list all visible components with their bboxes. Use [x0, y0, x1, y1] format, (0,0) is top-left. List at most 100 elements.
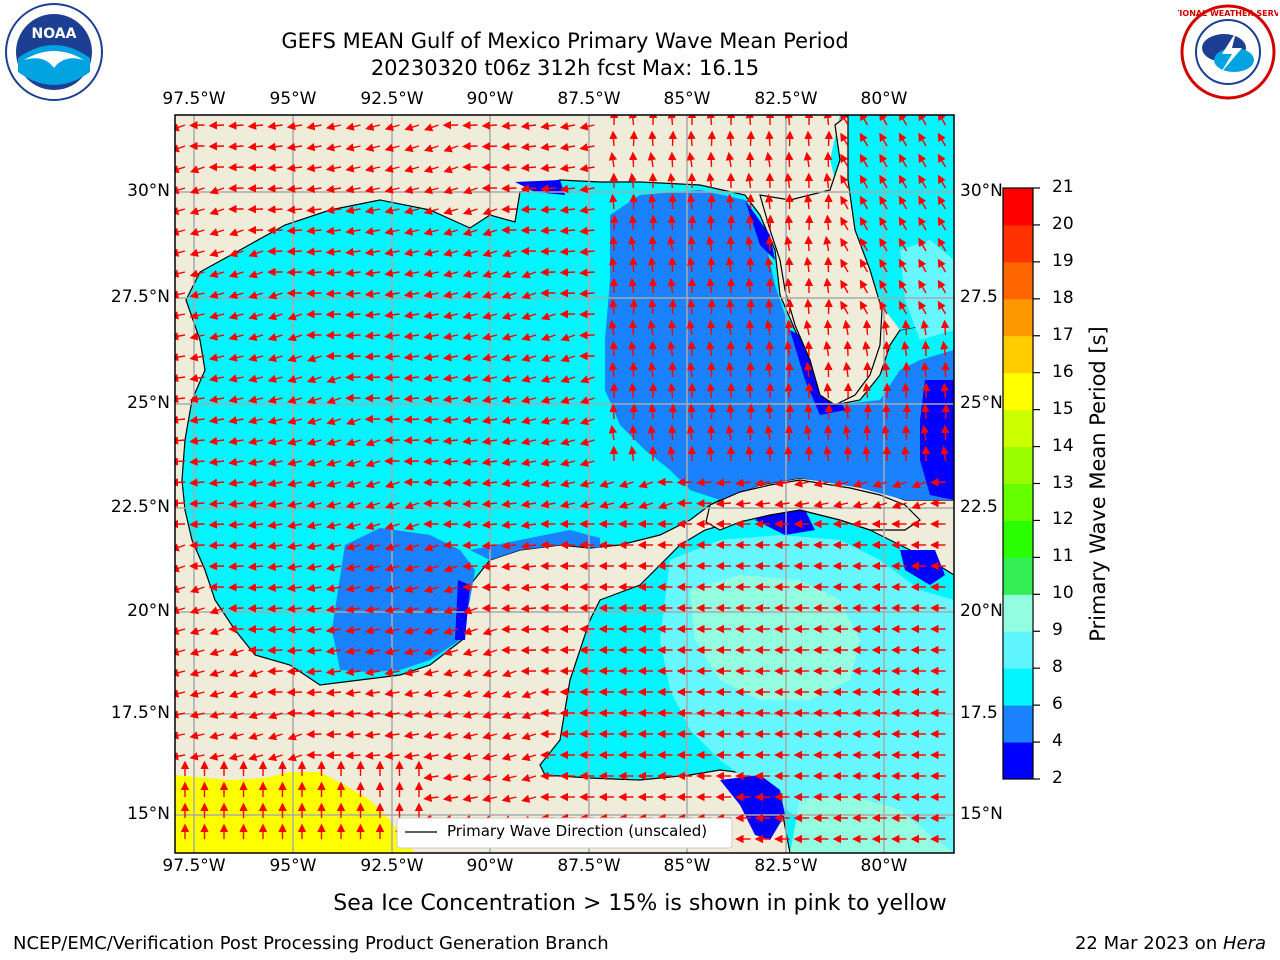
wave-arrow — [345, 289, 361, 298]
wave-arrow — [442, 311, 459, 320]
wave-arrow — [482, 249, 498, 258]
wave-arrow — [423, 144, 439, 153]
svg-text:NOAA: NOAA — [32, 26, 77, 42]
wave-arrow — [286, 205, 303, 214]
wave-arrow — [384, 352, 400, 361]
wave-arrow — [668, 424, 677, 441]
wave-arrow — [423, 605, 439, 615]
wave-arrow — [901, 382, 911, 399]
wave-arrow — [209, 669, 225, 678]
wave-arrow — [579, 143, 595, 152]
wave-arrow — [189, 499, 205, 508]
wave-arrow — [209, 710, 225, 719]
wave-arrow — [403, 394, 420, 403]
wave-arrow — [267, 479, 283, 488]
wave-arrow — [209, 648, 225, 657]
wave-arrow — [803, 361, 813, 378]
wave-arrow — [306, 184, 322, 194]
wave-arrow — [937, 237, 947, 252]
wave-arrow — [228, 353, 244, 362]
wave-arrow — [267, 753, 283, 762]
plot-title-line1: GEFS MEAN Gulf of Mexico Primary Wave Me… — [281, 29, 849, 53]
wave-arrow — [764, 361, 774, 378]
wave-arrow — [403, 373, 420, 382]
wave-arrow — [267, 226, 283, 235]
wave-arrow — [189, 311, 205, 320]
wave-arrow — [423, 668, 439, 677]
wave-arrow — [267, 333, 283, 342]
branch-credit: NCEP/EMC/Verification Post Processing Pr… — [13, 933, 609, 954]
wave-arrow — [189, 394, 205, 404]
wave-arrow — [559, 122, 576, 131]
wave-arrow — [628, 445, 637, 462]
wave-arrow — [345, 143, 361, 152]
wave-arrow — [540, 163, 556, 172]
wave-arrow — [443, 248, 459, 257]
wave-arrow — [833, 500, 849, 509]
wave-arrow — [326, 375, 342, 384]
wave-arrow — [306, 226, 322, 235]
wave-arrow — [286, 688, 303, 697]
wave-arrow — [443, 564, 459, 573]
wave-arrow — [706, 115, 716, 126]
wave-arrow — [579, 226, 595, 235]
wave-arrow — [823, 277, 832, 294]
wave-arrow — [404, 543, 420, 552]
wave-arrow — [404, 564, 420, 573]
wave-arrow — [726, 235, 735, 252]
wave-arrow — [286, 247, 303, 256]
wave-arrow — [879, 216, 888, 231]
colorbar-band — [1003, 520, 1033, 558]
colorbar-tick-label: 12 — [1052, 509, 1074, 530]
colorbar-band — [1003, 335, 1033, 374]
wave-arrow — [286, 121, 303, 131]
wave-arrow — [228, 520, 244, 529]
wave-arrow — [325, 709, 342, 718]
wave-arrow — [442, 520, 459, 529]
wave-arrow — [345, 247, 361, 257]
wave-arrow — [579, 375, 595, 384]
wave-arrow — [423, 457, 439, 466]
wave-arrow — [901, 445, 910, 462]
wave-arrow — [898, 115, 908, 126]
wave-arrow — [228, 669, 244, 678]
wave-arrow — [345, 438, 361, 447]
wave-arrow — [287, 333, 303, 342]
wave-arrow — [248, 669, 264, 678]
wave-arrow — [306, 396, 322, 405]
wave-arrow — [306, 289, 322, 298]
wave-arrow — [189, 520, 205, 529]
wave-arrow — [189, 332, 205, 341]
wave-arrow — [501, 121, 517, 130]
wave-arrow — [859, 258, 869, 273]
wave-arrow — [247, 541, 264, 550]
wave-arrow — [423, 436, 439, 445]
wave-arrow — [423, 394, 439, 403]
wave-arrow — [365, 521, 381, 530]
wave-arrow — [918, 174, 927, 189]
wave-arrow — [189, 668, 205, 677]
wave-arrow — [609, 340, 618, 357]
wave-arrow — [843, 340, 852, 357]
wave-arrow — [175, 647, 186, 656]
wave-arrow — [423, 185, 439, 195]
wave-arrow — [765, 235, 774, 252]
wave-arrow — [228, 121, 244, 130]
wave-arrow — [647, 319, 656, 336]
wave-arrow — [423, 311, 439, 320]
wave-arrow — [481, 436, 498, 446]
wave-arrow — [189, 689, 205, 698]
wave-arrow — [423, 752, 439, 761]
lon-label-top: 90°W — [466, 89, 514, 109]
wave-arrow — [267, 541, 283, 551]
wave-arrow — [306, 163, 322, 173]
wave-arrow — [306, 625, 322, 634]
wave-arrow — [248, 249, 264, 258]
wave-arrow — [560, 354, 576, 363]
wave-arrow — [687, 340, 696, 357]
wave-arrow — [918, 153, 927, 168]
wave-arrow — [628, 214, 638, 231]
wave-arrow — [286, 667, 303, 676]
wave-arrow — [560, 375, 576, 384]
wave-arrow — [937, 115, 947, 126]
